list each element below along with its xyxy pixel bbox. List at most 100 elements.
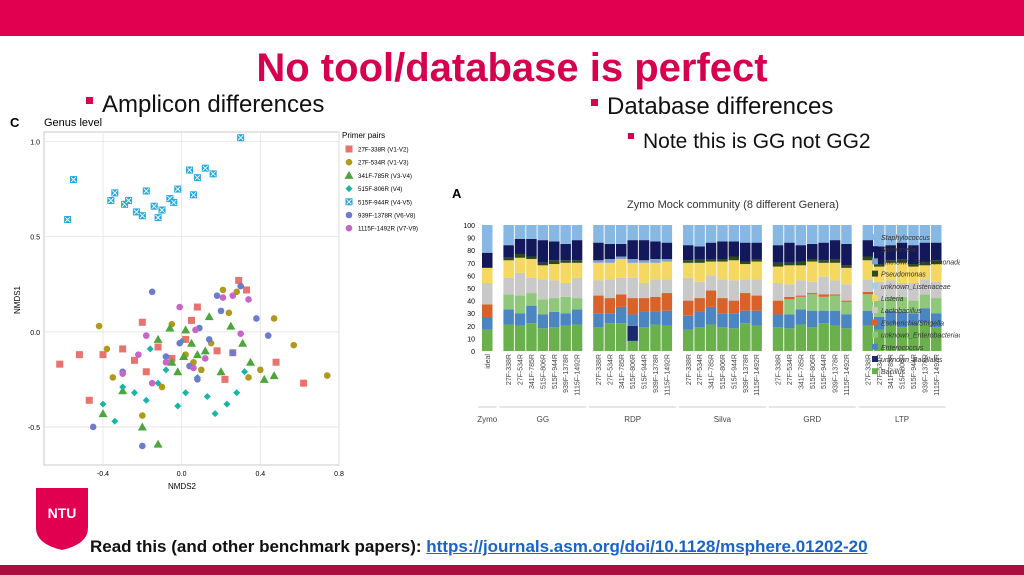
y-tick-label: -0.5 xyxy=(28,425,40,432)
scatter-point xyxy=(174,402,182,410)
stacked-bar-segment xyxy=(604,298,616,314)
stacked-bar-segment xyxy=(503,260,514,278)
stacked-bar-segment xyxy=(931,260,942,265)
stacked-bar-segment xyxy=(503,257,514,261)
scatter-point xyxy=(139,412,146,419)
stacked-bar-segment xyxy=(537,225,549,241)
stacked-bar-segment xyxy=(784,225,795,243)
scatter-point xyxy=(146,345,154,353)
stacked-bar-segment xyxy=(829,240,841,260)
bar-category-label: 27F-534R xyxy=(518,354,525,385)
stacked-bar-segment xyxy=(818,225,829,243)
scatter-point xyxy=(181,325,191,334)
bar-category-label: 939F-1378R xyxy=(653,354,660,393)
stacked-bar-segment xyxy=(740,310,751,324)
scatter-point xyxy=(269,371,279,380)
scatter-point xyxy=(111,189,119,197)
scatter-point xyxy=(142,332,150,339)
scatter-point xyxy=(213,292,221,299)
scatter-point xyxy=(153,334,163,343)
stacked-bar-segment xyxy=(784,284,795,297)
stacked-bar-segment xyxy=(526,305,537,324)
bar-category-label: 515F-944R xyxy=(642,354,649,389)
slide-title: No tool/database is perfect xyxy=(256,46,768,90)
stacked-bar-segment xyxy=(593,280,604,296)
stacked-bar-group-labels: Zymo GG RDP Silva GRD LTP xyxy=(477,406,946,424)
stacked-bar-segment xyxy=(694,298,705,312)
stacked-bar-segment xyxy=(549,280,560,299)
y-tick-label: 90 xyxy=(467,236,475,243)
stacked-bar-segment xyxy=(705,261,717,276)
scatter-legend-entry: 1115F-1492R (V7-V9) xyxy=(358,226,418,233)
scatter-point xyxy=(85,396,93,404)
stacked-bar-segment xyxy=(593,225,604,243)
scatter-point xyxy=(103,345,111,353)
scatter-point xyxy=(225,309,233,317)
stacked-bar-segment xyxy=(829,310,841,326)
stacked-bar-segment xyxy=(705,242,717,260)
stacked-bar-segment xyxy=(593,327,604,351)
scatter-point xyxy=(264,332,272,339)
stacked-bar-segment xyxy=(885,310,896,325)
scatter-point xyxy=(241,368,249,376)
legend-swatch xyxy=(872,356,878,362)
stacked-bar-segment xyxy=(818,296,829,311)
stacked-bar-segment xyxy=(919,262,931,266)
stacked-bar-segment xyxy=(772,314,784,328)
scatter-point xyxy=(235,276,243,284)
stacked-bar-segment xyxy=(896,311,908,328)
stacked-bar-segment xyxy=(841,225,852,244)
stacked-bar-segment xyxy=(829,295,841,311)
stacked-bar-segment xyxy=(705,306,717,325)
scatter-point xyxy=(209,170,217,178)
top-accent-bar xyxy=(0,0,1024,36)
stacked-bar-segment xyxy=(683,225,694,246)
benchmark-paper-link[interactable]: https://journals.asm.org/doi/10.1128/msp… xyxy=(426,537,868,556)
y-tick-label: 50 xyxy=(467,286,475,293)
bar-category-label: ideal xyxy=(485,354,492,369)
stacked-bar-segment xyxy=(638,311,650,328)
stacked-bar-segment xyxy=(627,314,638,326)
stacked-bar-segment xyxy=(604,262,616,280)
stacked-bar-segment xyxy=(661,279,673,294)
bar-category-label: 515F-806R xyxy=(720,354,727,389)
scatter-point xyxy=(154,379,162,387)
stacked-bar-segment xyxy=(503,225,514,246)
stacked-bar-segment xyxy=(717,259,728,262)
stacked-bar-segment xyxy=(661,325,673,351)
scatter-point xyxy=(153,439,163,448)
stacked-bar-segment xyxy=(638,327,650,351)
stacked-bar-segment xyxy=(795,265,807,281)
y-tick-label: 0.5 xyxy=(30,235,40,242)
stacked-bar-segment xyxy=(627,259,638,263)
stacked-bar-segment xyxy=(549,260,560,265)
stacked-bar-segment xyxy=(818,310,829,324)
stacked-bar-segment xyxy=(862,325,874,351)
stacked-bar-segment xyxy=(650,324,661,351)
legend-swatch xyxy=(872,258,878,265)
scatter-point xyxy=(148,379,156,387)
stacked-bar-segment xyxy=(740,225,751,243)
scatter-point xyxy=(135,351,142,358)
stacked-bar-segment xyxy=(874,264,885,267)
scatter-point xyxy=(56,360,64,368)
bullet-square-icon xyxy=(628,133,634,139)
bar-category-label: 27F-534R xyxy=(607,354,614,385)
stacked-bar-segment xyxy=(627,262,638,278)
scatter-point xyxy=(148,288,156,296)
scatter-point xyxy=(99,351,107,359)
stacked-bar-segment xyxy=(593,313,604,328)
stacked-bar-segment xyxy=(772,266,784,283)
stacked-bar-segment xyxy=(537,299,549,315)
stacked-bar-segment xyxy=(661,293,673,311)
stacked-bar-segment xyxy=(549,225,560,242)
stacked-bar-segment xyxy=(807,327,818,351)
stacked-bar-segment xyxy=(549,241,560,261)
stacked-bar-segment xyxy=(514,325,526,351)
stacked-legend-entry: unknown_Bacillales xyxy=(881,357,943,364)
scatter-point xyxy=(189,191,197,199)
stacked-bar-segment xyxy=(740,279,751,294)
stacked-bar-segment xyxy=(885,262,896,281)
footer: Read this (and other benchmark papers): … xyxy=(90,537,868,557)
stacked-bar-segment xyxy=(795,280,807,296)
